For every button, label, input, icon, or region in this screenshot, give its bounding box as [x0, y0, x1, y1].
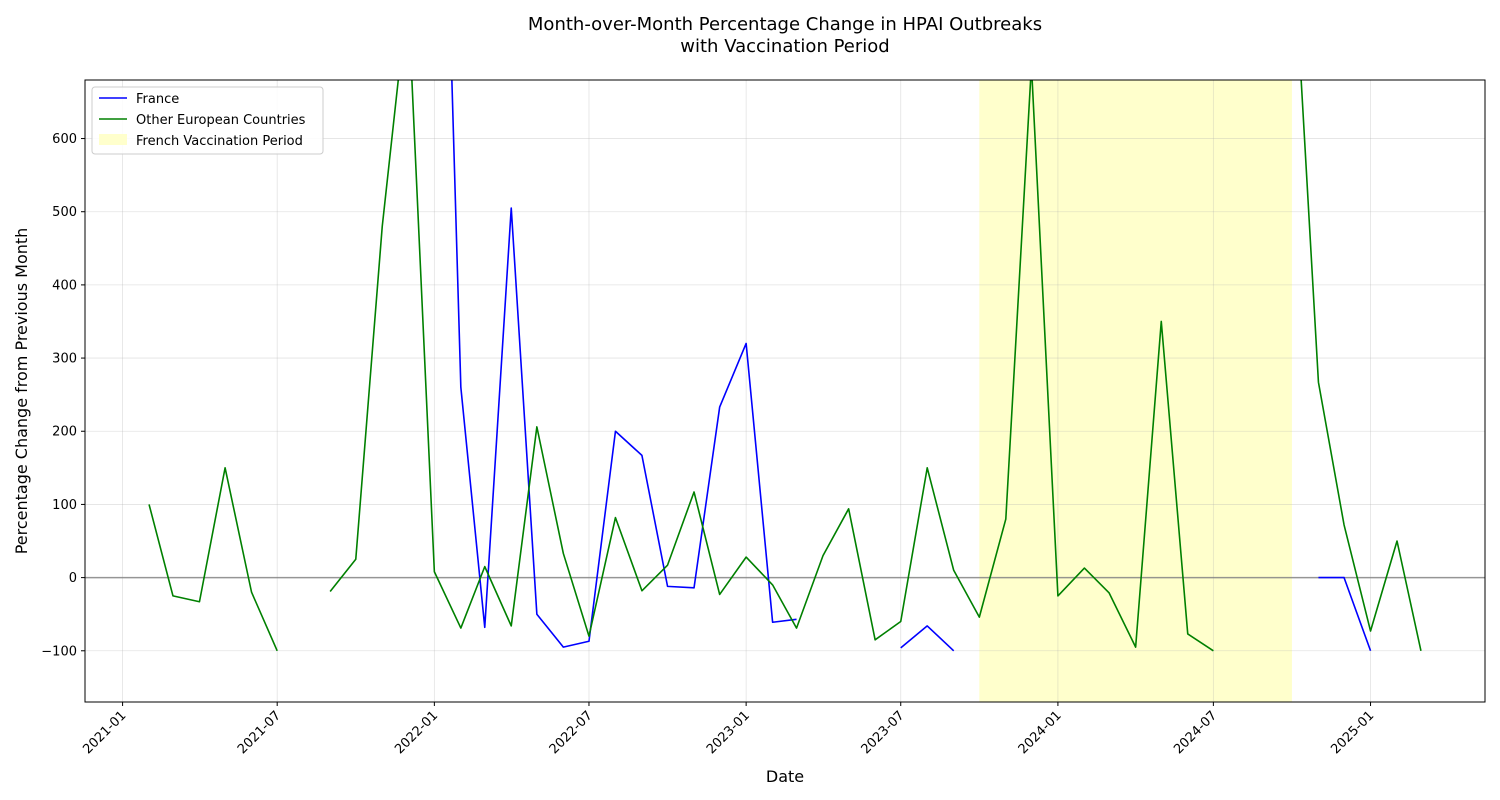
- legend: France Other European Countries French V…: [91, 86, 324, 155]
- x-tick-label: 2022-07: [547, 708, 596, 757]
- grid-layer: [85, 80, 1485, 702]
- y-tick-label: 200: [52, 425, 77, 440]
- x-tick-label: 2023-07: [859, 708, 908, 757]
- plot-frame: [84, 79, 1486, 703]
- y-tick-label: 300: [52, 352, 77, 367]
- series-line-france: [451, 80, 1372, 652]
- y-tick-label: 100: [52, 498, 77, 513]
- series-line-other-european-countries: [148, 80, 1422, 652]
- y-tick-label: 500: [52, 205, 77, 220]
- x-tick-label: 2024-01: [1016, 708, 1065, 757]
- x-tick-label: 2021-07: [235, 708, 284, 757]
- y-tick-label: 0: [69, 571, 77, 586]
- y-axis-label: Percentage Change from Previous Month: [12, 228, 31, 555]
- legend-label-other-european-countries: Other European Countries: [136, 113, 306, 128]
- series-layer: [85, 80, 1485, 652]
- chart-title-line-1: Month-over-Month Percentage Change in HP…: [528, 14, 1042, 35]
- x-tick-label: 2025-01: [1328, 708, 1377, 757]
- chart-title-line-2: with Vaccination Period: [680, 36, 889, 57]
- x-axis-label: Date: [766, 767, 804, 786]
- x-tick-label: 2024-07: [1171, 708, 1220, 757]
- x-tick-label: 2021-01: [80, 708, 129, 757]
- x-tick-label: 2022-01: [392, 708, 441, 757]
- x-tick-label: 2023-01: [704, 708, 753, 757]
- legend-swatch-vaccination-period: [99, 134, 127, 145]
- legend-box: [91, 86, 324, 155]
- legend-label-france: France: [136, 92, 179, 107]
- vaccination-period-band: [979, 80, 1292, 702]
- y-tick-label: 600: [52, 132, 77, 147]
- y-tick-label: 400: [52, 278, 77, 293]
- y-tick-label: −100: [41, 644, 77, 659]
- vaccination-layer: [979, 80, 1292, 702]
- legend-label-vaccination-period: French Vaccination Period: [136, 134, 303, 149]
